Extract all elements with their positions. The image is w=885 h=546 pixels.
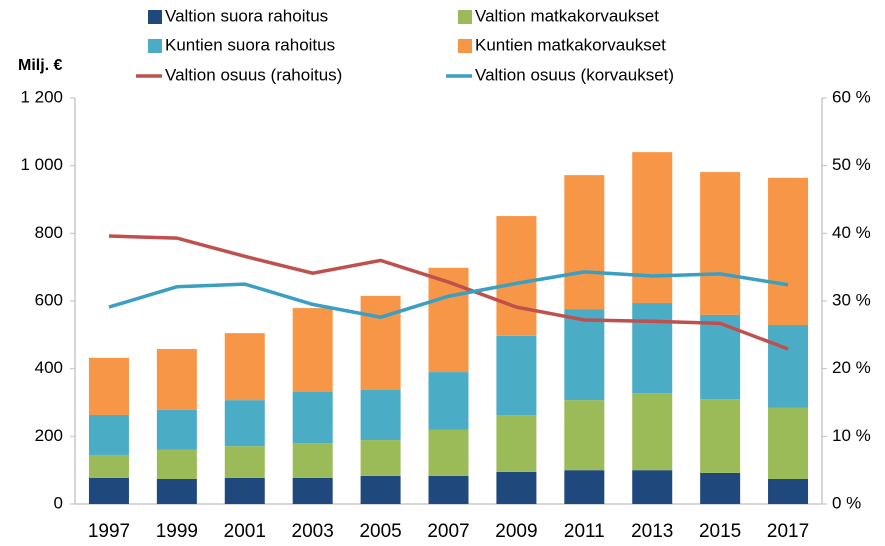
bar-segment (428, 372, 469, 430)
y2-tick-label: 30 % (832, 290, 871, 309)
bar-segment (88, 454, 129, 478)
bar-segment (700, 399, 741, 473)
bar-segment (632, 303, 673, 394)
bar-segment (496, 415, 537, 472)
bar-segment (496, 471, 537, 504)
y2-tick-label: 0 % (832, 493, 861, 512)
y-tick-label: 600 (35, 290, 63, 309)
bar-segment (496, 216, 537, 336)
bar-segment (156, 409, 197, 450)
bar-segment (768, 177, 809, 326)
bar-segment (360, 295, 401, 390)
legend-swatch (458, 10, 472, 24)
legend-swatch (148, 39, 162, 53)
bar-segment (632, 152, 673, 304)
y2-tick-label: 20 % (832, 358, 871, 377)
bar-segment (428, 429, 469, 476)
bar-segment (700, 472, 741, 504)
x-tick-label: 2017 (767, 521, 809, 542)
bar-segment (632, 393, 673, 471)
bar-segment (292, 392, 333, 444)
bar-segment (428, 475, 469, 504)
y2-tick-label: 40 % (832, 223, 871, 242)
y-tick-label: 200 (35, 426, 63, 445)
x-tick-label: 2003 (292, 521, 334, 542)
bar-segment (564, 400, 605, 471)
bar-segment (292, 443, 333, 478)
y-axis-label: Milj. € (18, 57, 63, 74)
x-tick-label: 2007 (427, 521, 469, 542)
bar-segment (224, 446, 265, 478)
legend-label: Valtion matkakorvaukset (475, 6, 659, 25)
bar-segment (564, 309, 605, 401)
bar-segment (88, 415, 129, 455)
bar-segment (224, 400, 265, 447)
x-tick-label: 2011 (564, 521, 605, 542)
y-tick-label: 1 200 (20, 87, 63, 106)
legend-swatch (148, 10, 162, 24)
bar-segment (292, 308, 333, 393)
x-tick-label: 2013 (631, 521, 673, 542)
bar-segment (88, 357, 129, 416)
legend-label: Valtion osuus (rahoitus) (165, 65, 342, 84)
bar-segment (292, 477, 333, 504)
bar-segment (496, 335, 537, 416)
legend-label: Valtion suora rahoitus (165, 6, 328, 25)
x-tick-label: 1999 (156, 521, 198, 542)
legend-swatch (458, 39, 472, 53)
x-tick-label: 2005 (359, 521, 401, 542)
bar-segment (224, 333, 265, 401)
line-series (108, 234, 789, 351)
bar-segment (768, 407, 809, 479)
x-tick-label: 2009 (495, 521, 537, 542)
bar-segment (768, 325, 809, 408)
line-series (108, 270, 789, 320)
legend-label: Kuntien suora rahoitus (165, 35, 335, 54)
y-tick-label: 800 (35, 223, 63, 242)
y2-tick-label: 50 % (832, 155, 871, 174)
bar-segment (632, 470, 673, 504)
bar-segment (224, 477, 265, 504)
bar-segment (360, 389, 401, 441)
bar-segment (360, 475, 401, 504)
x-tick-label: 2001 (224, 521, 266, 542)
y-tick-label: 1 000 (20, 155, 63, 174)
x-tick-label: 1997 (88, 521, 130, 542)
bar-segment (156, 349, 197, 410)
legend-label: Valtion osuus (korvaukset) (475, 65, 674, 84)
legend-label: Kuntien matkakorvaukset (475, 35, 666, 54)
y-tick-label: 0 (54, 493, 63, 512)
x-tick-label: 2015 (699, 521, 741, 542)
y-tick-label: 400 (35, 358, 63, 377)
y2-tick-label: 60 % (832, 87, 871, 106)
bar-segment (564, 470, 605, 504)
bar-segment (564, 175, 605, 310)
bar-segment (156, 478, 197, 504)
bar-segment (700, 172, 741, 315)
bar-segment (360, 440, 401, 476)
bar-segment (88, 477, 129, 504)
bar-segment (156, 449, 197, 479)
bar-segment (768, 478, 809, 504)
y2-tick-label: 10 % (832, 426, 871, 445)
